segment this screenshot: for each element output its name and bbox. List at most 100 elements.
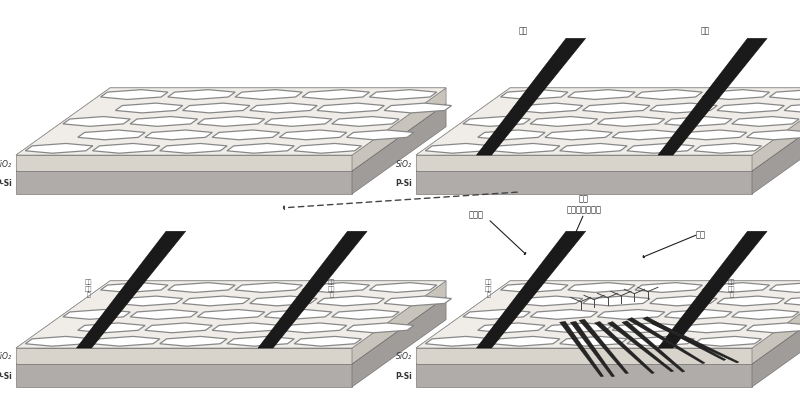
Polygon shape (279, 131, 346, 140)
Polygon shape (784, 104, 800, 113)
Polygon shape (160, 144, 227, 154)
Polygon shape (115, 104, 182, 113)
Polygon shape (352, 89, 446, 172)
Polygon shape (352, 105, 446, 194)
Text: SiO₂: SiO₂ (0, 352, 12, 360)
Polygon shape (679, 323, 746, 333)
Text: P-Si: P-Si (395, 371, 412, 380)
Polygon shape (265, 117, 332, 127)
Polygon shape (568, 91, 635, 100)
Polygon shape (250, 296, 317, 306)
Polygon shape (559, 321, 604, 377)
Polygon shape (493, 144, 560, 154)
Polygon shape (501, 91, 568, 100)
Polygon shape (227, 144, 294, 154)
Polygon shape (732, 310, 799, 320)
Polygon shape (635, 283, 702, 293)
Polygon shape (384, 296, 451, 306)
Polygon shape (227, 336, 294, 346)
Polygon shape (416, 156, 752, 172)
Polygon shape (426, 336, 493, 346)
Polygon shape (642, 317, 726, 361)
Polygon shape (560, 144, 627, 154)
Polygon shape (416, 89, 800, 156)
Text: 给缘
保护
层: 给缘 保护 层 (486, 279, 493, 298)
Polygon shape (332, 310, 399, 320)
Polygon shape (16, 105, 446, 172)
Polygon shape (463, 310, 530, 320)
Polygon shape (250, 104, 317, 113)
Polygon shape (145, 131, 212, 140)
Polygon shape (501, 283, 568, 293)
Polygon shape (598, 310, 665, 320)
Polygon shape (235, 283, 302, 293)
Polygon shape (416, 281, 800, 348)
Polygon shape (302, 283, 370, 293)
Polygon shape (16, 172, 352, 194)
Polygon shape (732, 117, 799, 127)
Polygon shape (416, 172, 752, 194)
Polygon shape (594, 322, 654, 374)
Polygon shape (598, 117, 665, 127)
Polygon shape (101, 283, 168, 293)
Polygon shape (702, 91, 770, 100)
Polygon shape (582, 296, 650, 306)
Text: SiO₂: SiO₂ (396, 159, 412, 168)
Polygon shape (752, 105, 800, 194)
Polygon shape (752, 297, 800, 387)
Polygon shape (463, 117, 530, 127)
Polygon shape (212, 131, 279, 140)
Polygon shape (530, 117, 598, 127)
Text: 给缘
保护
层: 给缘 保护 层 (328, 279, 335, 298)
Polygon shape (493, 336, 560, 346)
Polygon shape (212, 323, 279, 333)
Polygon shape (26, 336, 93, 346)
Polygon shape (416, 348, 752, 364)
Polygon shape (198, 117, 265, 127)
Polygon shape (627, 336, 694, 346)
Polygon shape (182, 296, 250, 306)
Polygon shape (570, 322, 614, 377)
Polygon shape (16, 297, 446, 364)
Polygon shape (530, 310, 598, 320)
Polygon shape (650, 296, 717, 306)
Polygon shape (16, 281, 446, 348)
Polygon shape (478, 323, 545, 333)
Polygon shape (770, 91, 800, 100)
Polygon shape (651, 322, 739, 363)
Polygon shape (198, 310, 265, 320)
Polygon shape (612, 323, 679, 333)
Polygon shape (101, 91, 168, 100)
Polygon shape (635, 91, 702, 100)
Polygon shape (477, 39, 586, 156)
Polygon shape (568, 283, 635, 293)
Polygon shape (16, 281, 446, 348)
Polygon shape (545, 131, 612, 140)
Polygon shape (545, 323, 612, 333)
Text: P-Si: P-Si (0, 371, 12, 380)
Polygon shape (294, 336, 362, 346)
Polygon shape (182, 104, 250, 113)
Text: 抗体: 抗体 (696, 230, 706, 239)
Text: P-Si: P-Si (395, 178, 412, 188)
Polygon shape (607, 322, 674, 372)
Polygon shape (752, 281, 800, 364)
Polygon shape (579, 319, 629, 374)
Polygon shape (650, 104, 717, 113)
Polygon shape (302, 91, 370, 100)
Polygon shape (317, 296, 384, 306)
Polygon shape (168, 91, 235, 100)
Polygon shape (346, 131, 414, 140)
Polygon shape (16, 156, 352, 172)
Polygon shape (627, 318, 705, 364)
Polygon shape (78, 131, 145, 140)
Polygon shape (717, 104, 784, 113)
Polygon shape (235, 91, 302, 100)
Polygon shape (426, 144, 493, 154)
Text: P-Si: P-Si (0, 178, 12, 188)
Polygon shape (416, 89, 800, 156)
Polygon shape (702, 283, 770, 293)
Polygon shape (416, 364, 752, 387)
Polygon shape (582, 104, 650, 113)
Polygon shape (346, 323, 414, 333)
